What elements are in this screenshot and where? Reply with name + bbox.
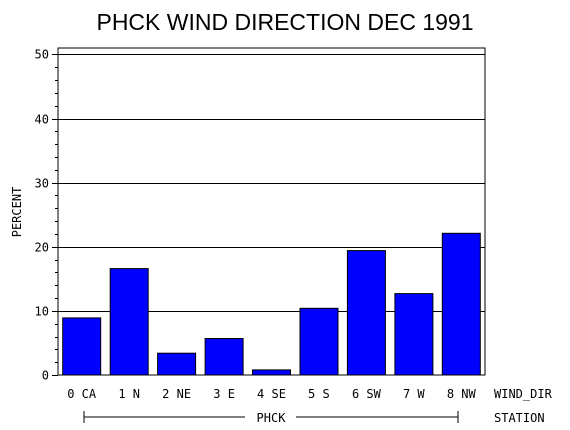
group-label: PHCK	[257, 411, 287, 425]
y-tick-label: 30	[35, 177, 49, 191]
y-tick-label: 20	[35, 241, 49, 255]
x-tick-label: 0 CA	[67, 387, 97, 401]
x-axis: 0 CA 1 N 2 NE 3 E 4 SE 5 S 6 SW 7 W 8 NW	[67, 387, 476, 401]
bar	[299, 307, 339, 376]
x-tick-label: 4 SE	[257, 387, 286, 401]
group-bracket: PHCK	[83, 411, 459, 425]
bar	[157, 352, 197, 376]
x-tick-label: 5 S	[308, 387, 330, 401]
x-tick-label: 6 SW	[352, 387, 382, 401]
y-tick-label: 40	[35, 113, 49, 127]
y-tick-label: 50	[35, 48, 49, 62]
x-tick-label: 8 NW	[447, 387, 477, 401]
bar	[252, 369, 291, 376]
bar	[394, 293, 434, 376]
bar	[346, 250, 386, 376]
x-tick-label: 2 NE	[162, 387, 191, 401]
bar	[109, 268, 149, 376]
bar	[204, 338, 244, 376]
y-axis: 0 10 20 30 40 50	[35, 48, 58, 383]
x-tick-label: 1 N	[118, 387, 140, 401]
y-axis-label: PERCENT	[10, 187, 24, 238]
group-axis-label: STATION	[494, 411, 545, 425]
x-axis-label: WIND_DIR	[494, 387, 553, 401]
y-tick-label: 0	[42, 369, 49, 383]
bar	[441, 232, 481, 376]
x-tick-label: 3 E	[213, 387, 235, 401]
bars	[62, 232, 481, 376]
plot-frame	[57, 47, 486, 376]
x-tick-label: 7 W	[403, 387, 425, 401]
chart-title: PHCK WIND DIRECTION DEC 1991	[96, 9, 473, 35]
y-tick-label: 10	[35, 305, 49, 319]
bar	[62, 317, 102, 376]
